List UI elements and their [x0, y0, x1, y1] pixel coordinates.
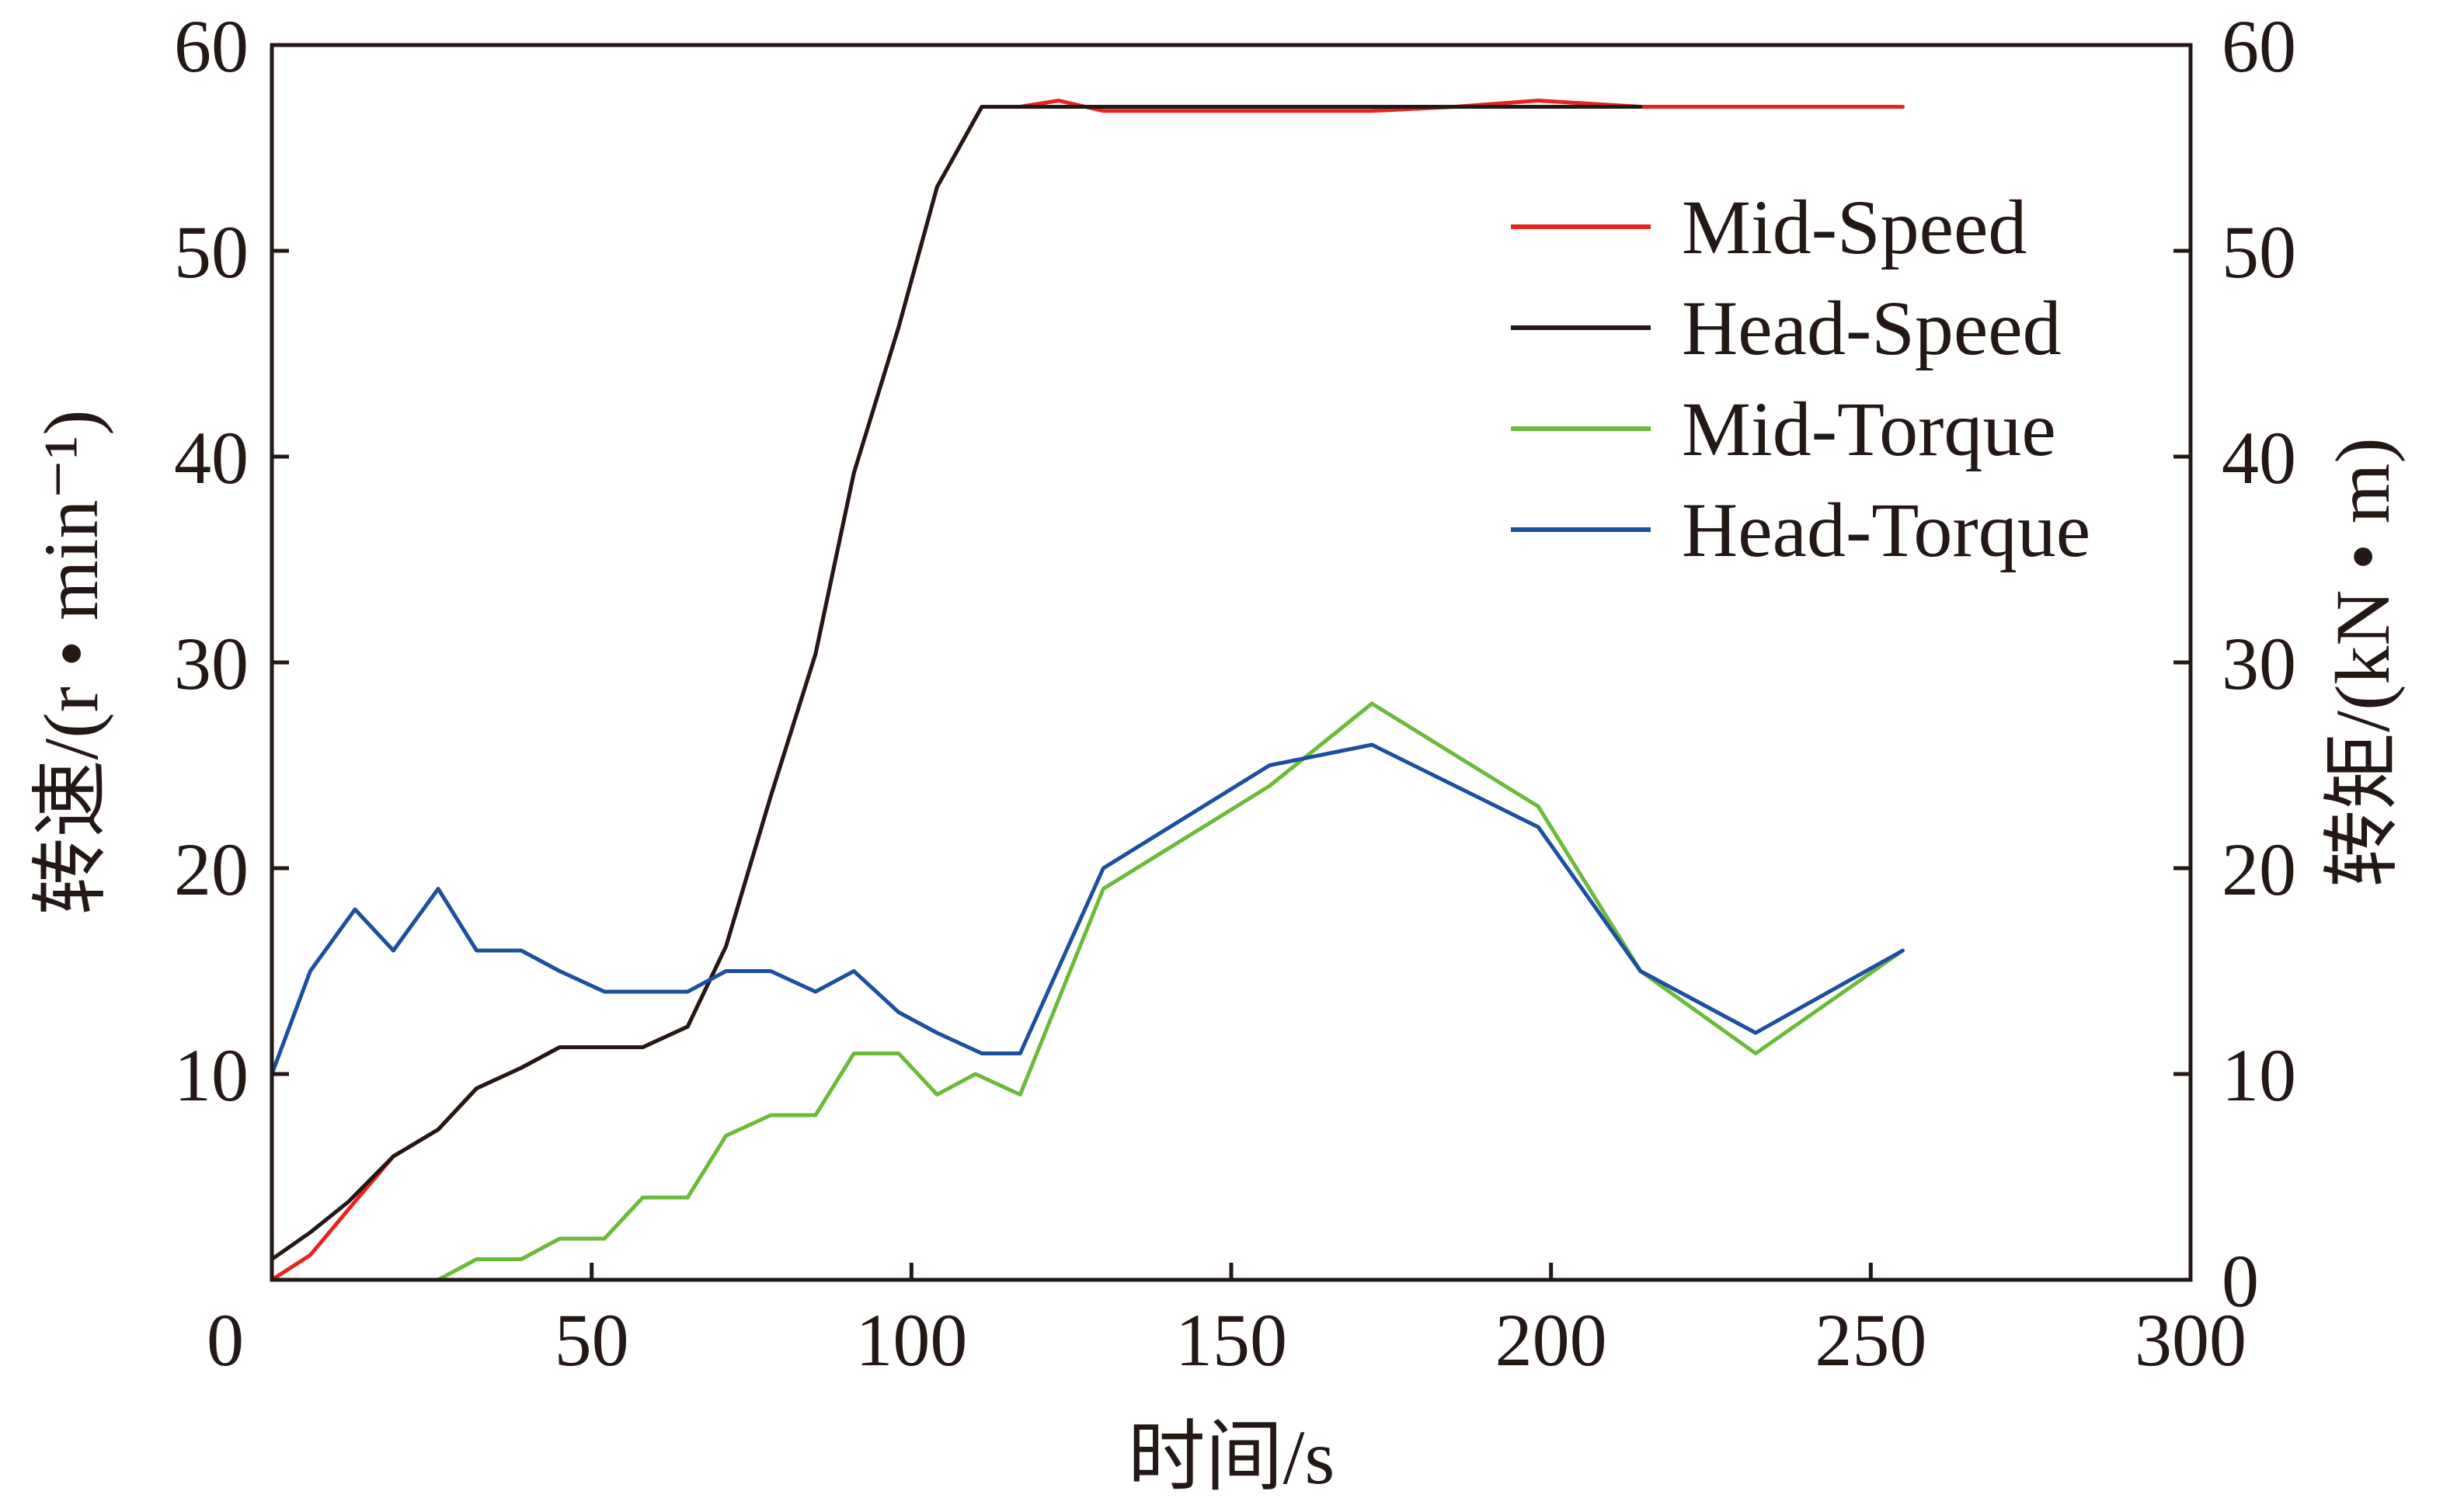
y-left-tick-label: 40: [174, 416, 249, 499]
y-right-tick-label: 30: [2222, 622, 2296, 705]
x-tick-label: 0: [207, 1298, 244, 1382]
y-axis-left-label: 转速/(r • min⁻¹): [28, 409, 114, 915]
y-right-tick-label: 20: [2222, 828, 2296, 911]
x-tick-label: 50: [555, 1298, 629, 1382]
y-right-tick-label: 0: [2222, 1239, 2259, 1323]
y-right-tick-label: 60: [2222, 5, 2296, 88]
axis-labels-group: 时间/s 转速/(r • min⁻¹) 转矩/(kN • m): [28, 409, 2406, 1500]
y-left-tick-label: 10: [174, 1034, 249, 1117]
x-tick-label: 150: [1175, 1298, 1287, 1382]
ticks-group: 0 50 100 150 200 250 300 10 20 30 40 50 60 0 10 20 30 40 5…: [174, 5, 2296, 1382]
y-right-tick-label: 50: [2222, 210, 2296, 294]
y-right-tick-label: 10: [2222, 1034, 2296, 1117]
legend-label: Head-Torque: [1682, 487, 2090, 573]
y-right-tick-label: 40: [2222, 416, 2296, 499]
x-tick-label: 200: [1495, 1298, 1607, 1382]
legend-label: Head-Speed: [1682, 285, 2062, 371]
series-line-head-torque: [270, 742, 1905, 1076]
legend: Mid-Speed Head-Speed Mid-Torque Head-Torque: [1511, 184, 2090, 573]
x-tick-label: 100: [855, 1298, 967, 1382]
x-axis-label: 时间/s: [1128, 1414, 1335, 1500]
series-line-mid-speed: [270, 99, 1905, 1282]
series-group: [270, 99, 1905, 1282]
series-line-mid-torque: [436, 701, 1905, 1282]
legend-label: Mid-Speed: [1682, 184, 2027, 270]
x-tick-label: 300: [2135, 1298, 2246, 1382]
y-left-tick-label: 50: [174, 210, 249, 294]
series-line-head-speed: [270, 105, 1643, 1261]
y-left-tick-label: 30: [174, 622, 249, 705]
y-axis-right-label: 转矩/(kN • m): [2320, 437, 2406, 887]
y-left-tick-label: 60: [174, 5, 249, 88]
y-left-tick-label: 20: [174, 828, 249, 911]
legend-label: Mid-Torque: [1682, 386, 2056, 472]
x-tick-label: 250: [1815, 1298, 1926, 1382]
